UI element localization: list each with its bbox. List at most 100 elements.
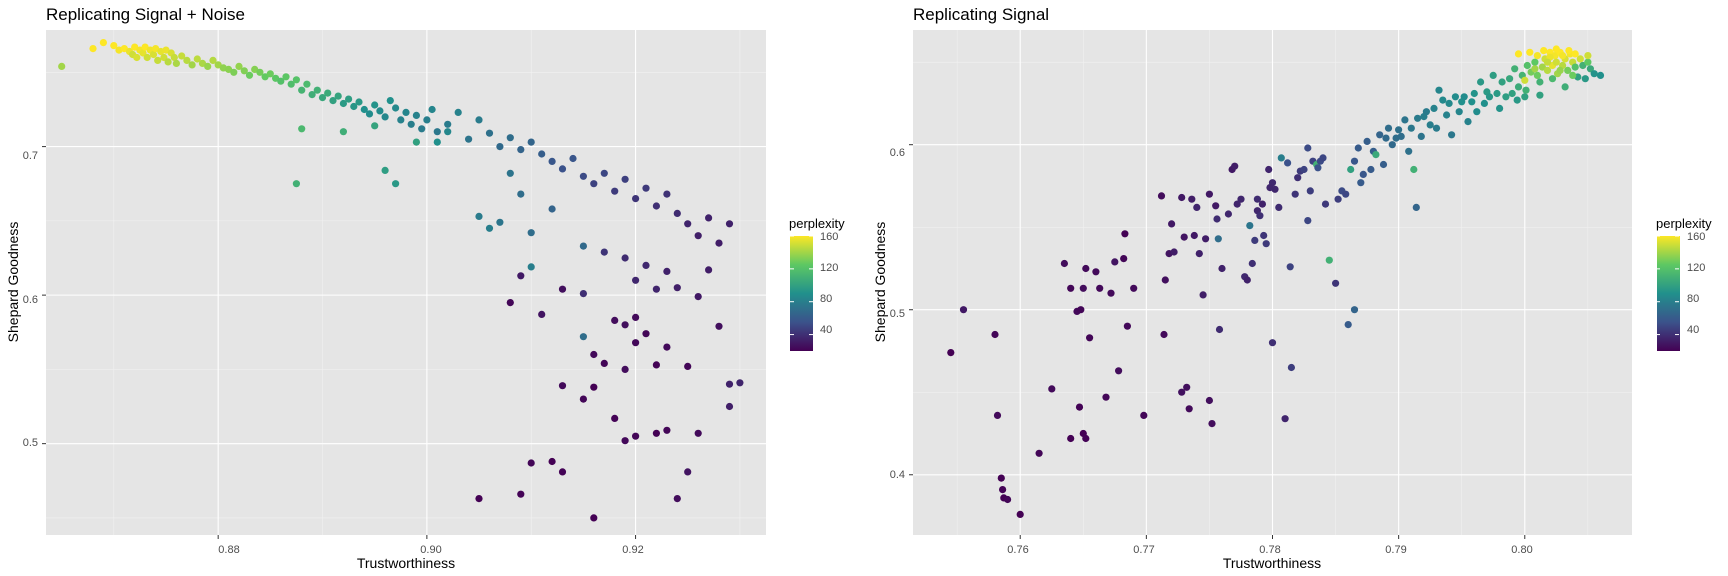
data-point — [558, 468, 567, 476]
data-point — [1536, 78, 1544, 86]
data-point — [684, 468, 692, 476]
data-point — [1199, 291, 1207, 299]
x-tick-label: 0.80 — [1511, 544, 1532, 556]
data-point — [183, 56, 191, 64]
data-point — [178, 52, 186, 60]
data-point — [1584, 52, 1592, 60]
data-point — [579, 242, 588, 250]
legend-label: 160 — [820, 231, 838, 243]
data-point — [506, 299, 514, 307]
y-tick-label: 0.5 — [23, 437, 38, 449]
data-point — [1445, 99, 1453, 107]
data-point — [663, 426, 671, 434]
data-point — [313, 86, 321, 94]
legend-label: 80 — [1687, 293, 1699, 305]
data-point — [1590, 70, 1598, 78]
data-point — [1559, 52, 1567, 60]
data-point — [143, 53, 151, 62]
x-axis-ticks — [1019, 535, 1526, 539]
data-point — [632, 313, 640, 321]
data-point — [1565, 47, 1573, 55]
data-point — [444, 120, 452, 128]
data-point — [1498, 78, 1506, 86]
data-point — [381, 166, 389, 174]
data-point — [1120, 255, 1128, 263]
data-point — [1287, 363, 1295, 372]
data-point — [1564, 66, 1572, 74]
data-point — [1092, 268, 1100, 276]
y-axis-title: Shepard Goodness — [5, 222, 21, 343]
data-point — [1511, 65, 1519, 73]
data-point — [1363, 137, 1371, 145]
data-point — [993, 411, 1002, 419]
data-point — [1170, 248, 1178, 256]
data-point — [1111, 258, 1119, 266]
data-point — [1314, 164, 1322, 172]
data-point — [1205, 190, 1213, 198]
data-point — [298, 86, 306, 94]
data-point — [1214, 235, 1222, 243]
data-point — [1082, 434, 1090, 443]
data-point — [705, 266, 713, 274]
data-point — [350, 102, 358, 111]
data-point — [1253, 195, 1261, 203]
x-tick-label: 0.76 — [1007, 544, 1028, 556]
data-point — [1130, 284, 1138, 292]
data-point — [256, 68, 264, 76]
data-point — [324, 89, 332, 97]
data-point — [715, 322, 723, 330]
data-point — [261, 73, 269, 81]
data-point — [517, 490, 525, 498]
data-point — [230, 68, 238, 76]
data-point — [381, 113, 389, 121]
x-axis-title: Trustworthiness — [1223, 555, 1321, 571]
data-point — [99, 39, 107, 47]
legend-colorbar — [790, 236, 813, 351]
data-point — [365, 110, 374, 118]
data-point — [209, 56, 217, 64]
data-point — [1359, 170, 1367, 178]
data-point — [1086, 334, 1094, 342]
data-point — [1543, 58, 1552, 66]
data-point — [611, 316, 619, 324]
data-point — [1325, 256, 1333, 264]
data-point — [1016, 510, 1024, 518]
data-point — [1448, 131, 1456, 139]
chart-panel-signal: Replicating Signal 0.76 0.77 0.78 0.79 0… — [872, 5, 1712, 571]
data-point — [506, 134, 514, 142]
legend-label: 160 — [1687, 231, 1705, 243]
data-point — [1460, 93, 1468, 101]
data-point — [1508, 89, 1516, 98]
data-point — [1382, 134, 1390, 142]
data-point — [282, 73, 290, 81]
data-point — [1202, 235, 1210, 243]
data-point — [1548, 75, 1557, 83]
data-point — [1401, 116, 1409, 124]
data-point — [1489, 71, 1497, 79]
data-point — [1082, 264, 1090, 273]
data-point — [1231, 162, 1239, 170]
data-point — [1435, 86, 1443, 94]
data-point — [517, 272, 525, 280]
data-point — [663, 343, 671, 351]
x-tick-label: 0.79 — [1385, 544, 1406, 556]
data-point — [1233, 200, 1241, 208]
data-point — [475, 212, 483, 220]
data-point — [1533, 52, 1541, 60]
data-point — [1468, 98, 1476, 106]
data-point — [1188, 195, 1196, 203]
gridlines — [913, 30, 1632, 535]
chart-title: Replicating Signal + Noise — [46, 5, 245, 24]
data-point — [611, 414, 619, 422]
data-point — [1581, 75, 1589, 83]
data-point — [1256, 212, 1264, 220]
data-point — [558, 285, 567, 293]
data-point — [1596, 71, 1605, 79]
data-point — [579, 333, 588, 341]
data-point — [1243, 276, 1251, 284]
data-point — [1439, 96, 1447, 104]
data-point — [287, 80, 295, 88]
data-point — [1035, 449, 1043, 457]
data-point — [715, 239, 723, 247]
legend: perplexity 40 80 120 160 — [1656, 216, 1712, 351]
